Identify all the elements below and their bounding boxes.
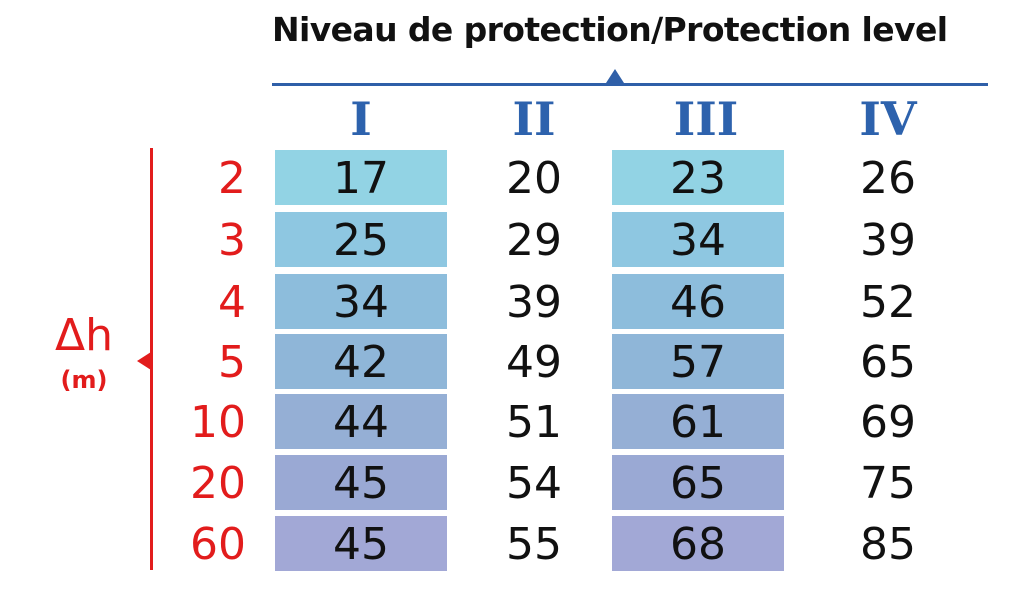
table-row: 60 45 55 68 85 [0,516,1024,571]
table-row: 4 34 39 46 52 [0,274,1024,329]
table-cell: 23 [670,153,726,204]
dh-axis-symbol: Δh [55,310,113,361]
column-header-i: I [350,92,372,146]
dh-value: 2 [218,153,246,204]
column-header-iii: III [673,92,739,146]
table-row: 20 45 54 65 75 [0,455,1024,510]
table-cell: 49 [506,337,562,388]
dh-axis-unit: (m) [60,366,108,394]
title-arrow-icon [606,69,624,83]
dh-value: 5 [218,337,246,388]
table-cell: 17 [333,153,389,204]
table-cell: 39 [860,215,916,266]
table-cell: 52 [860,277,916,328]
table-cell: 65 [860,337,916,388]
dh-axis-line [150,148,153,570]
table-cell: 65 [670,458,726,509]
table-cell: 57 [670,337,726,388]
page-title: Niveau de protection/Protection level [272,10,948,49]
table-cell: 68 [670,519,726,570]
cell-shade [612,394,784,449]
table-cell: 46 [670,277,726,328]
cell-shade [612,150,784,205]
table-cell: 44 [333,397,389,448]
table-cell: 39 [506,277,562,328]
dh-value: 3 [218,215,246,266]
table-cell: 20 [506,153,562,204]
table-cell: 85 [860,519,916,570]
dh-value: 4 [218,277,246,328]
cell-shade [275,455,447,510]
table-row: 5 42 49 57 65 [0,334,1024,389]
dh-value: 60 [190,519,246,570]
table-cell: 42 [333,337,389,388]
cell-shade [275,334,447,389]
column-header-iv: IV [859,92,917,146]
table-cell: 55 [506,519,562,570]
dh-value: 20 [190,458,246,509]
cell-shade [612,334,784,389]
table-cell: 26 [860,153,916,204]
title-divider [272,83,988,86]
table-cell: 51 [506,397,562,448]
table-cell: 69 [860,397,916,448]
table-cell: 54 [506,458,562,509]
table-row: 2 17 20 23 26 [0,150,1024,205]
cell-shade [275,394,447,449]
cell-shade [275,274,447,329]
table-cell: 45 [333,519,389,570]
table-row: 10 44 51 61 69 [0,394,1024,449]
table-cell: 61 [670,397,726,448]
table-cell: 34 [670,215,726,266]
cell-shade [612,274,784,329]
table-cell: 29 [506,215,562,266]
dh-value: 10 [190,397,246,448]
table-cell: 34 [333,277,389,328]
table-cell: 75 [860,458,916,509]
table-cell: 25 [333,215,389,266]
cell-shade [275,212,447,267]
cell-shade [275,516,447,571]
table-row: 3 25 29 34 39 [0,212,1024,267]
column-header-ii: II [512,92,556,146]
cell-shade [275,150,447,205]
table-cell: 45 [333,458,389,509]
cell-shade [612,455,784,510]
dh-axis-arrow-icon [137,352,151,370]
cell-shade [612,516,784,571]
cell-shade [612,212,784,267]
